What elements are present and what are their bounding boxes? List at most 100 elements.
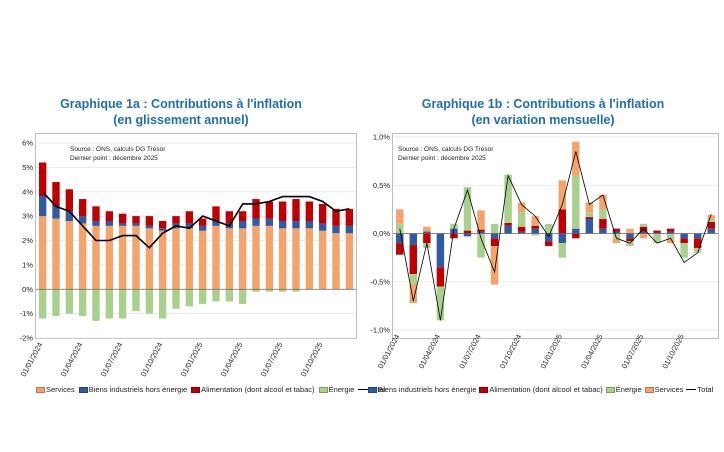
chart-1a-bar-s1: [252, 218, 260, 226]
chart-1b-bar-s2: [626, 241, 634, 247]
chart-1b-ytick-label: -0,5%: [370, 277, 390, 286]
chart-1b-svg: -1,0% -0,5% 0,0% 0,5% 1,0% 01/01/2024 01/04/20…: [370, 133, 718, 370]
chart-1a-bar-s0: [292, 228, 300, 290]
chart-1a-ytick-label: 3%: [22, 212, 33, 221]
chart-1a-ytick-label: -1%: [20, 309, 34, 318]
chart-1b-bar-s1: [585, 217, 594, 220]
chart-1b-source: Source : ONS, calculs DG Trésor Dernier …: [398, 145, 493, 163]
chart-1a-bar-s2: [172, 216, 180, 224]
chart-1b-bar-s0: [680, 233, 688, 239]
chart-1a-bar-s0: [332, 233, 340, 290]
chart-1a-bar-s1: [305, 221, 313, 229]
chart-1a-bar-s0: [345, 233, 353, 290]
chart-1b-bar-s1: [450, 233, 458, 239]
chart-1b-last-point: Dernier point : décembre 2025: [398, 155, 486, 162]
chart-1a-bar-s0: [52, 218, 60, 290]
chart-1b-bar-s3: [639, 233, 648, 239]
chart-1b-bar-s3: [490, 246, 499, 285]
chart-1b-bar-s3: [517, 202, 526, 213]
chart-1b-bar-s0: [545, 233, 553, 242]
chart-1a-bar-s1: [345, 225, 353, 234]
chart-1b-bar-s1: [436, 267, 445, 287]
chart-1a-bar-s3: [225, 289, 233, 302]
chart-1b-bar-s1: [707, 221, 715, 229]
chart-1b-bar-s1: [396, 243, 404, 255]
chart-1a-bar-s3: [252, 289, 260, 292]
chart-1b-xtick-label: 01/10/2024: [498, 333, 524, 370]
chart-1a-bar-s1: [119, 223, 127, 226]
chart-1b-bar-s0: [626, 233, 634, 239]
chart-1a-bar-s1: [79, 216, 87, 224]
chart-1b-legend: Biens industriels hors énergie Alimentat…: [368, 385, 713, 394]
legend-1b-energie: Énergie: [605, 385, 642, 394]
chart-1a-bar-s2: [185, 211, 193, 224]
chart-1b-bar-s2: [409, 274, 418, 284]
chart-1b-bar-s0: [558, 233, 566, 244]
legend-1a-total: Total: [358, 385, 385, 394]
chart-1b-bar-s2: [666, 233, 675, 239]
legend-1a-energie-label: Énergie: [328, 385, 355, 394]
chart-1a-bar-s3: [39, 289, 47, 319]
chart-1b-bar-s2: [707, 219, 715, 222]
chart-1a-bar-s2: [52, 182, 60, 207]
chart-1a-bar-s3: [65, 289, 73, 314]
chart-1a-bar-s0: [305, 228, 313, 290]
chart-1a-bar-s0: [92, 225, 100, 290]
chart-1b-bar-s1: [490, 238, 499, 247]
chart-1b-ytick-label: 0,5%: [373, 181, 390, 190]
chart-1b-bar-s3: [626, 228, 634, 234]
chart-1b-bar-s0: [436, 233, 445, 268]
chart-1b-bar-s0: [477, 231, 485, 234]
chart-1b-bar-s1: [423, 233, 431, 244]
legend-1a-services: Services: [36, 385, 75, 394]
chart-1a-bar-s2: [92, 206, 100, 221]
chart-1b-bar-s2: [653, 233, 661, 244]
legend-1a-alimentation-swatch: [191, 386, 201, 393]
chart-1a-bar-s1: [185, 223, 193, 229]
legend-1b-alimentation: Alimentation (dont alcool et tabac): [479, 385, 603, 394]
chart-1b-bar-s2: [531, 233, 539, 236]
chart-1b-bar-s2: [450, 223, 458, 229]
chart-1b-bar-s2: [436, 286, 445, 321]
chart-1b-bar-s3: [707, 215, 715, 220]
chart-1a-bar-s0: [225, 228, 233, 290]
chart-1b-bar-s2: [545, 223, 553, 234]
chart-1a-total-line: [42, 191, 350, 249]
chart-1b-bar-s1: [612, 228, 621, 232]
chart-1a-bar-s1: [199, 225, 207, 231]
legend-1a-biens-swatch: [78, 386, 88, 393]
chart-1a-bar-s1: [105, 221, 113, 226]
chart-1b-bar-s2: [504, 174, 512, 223]
chart-1a-bar-s0: [39, 216, 47, 290]
chart-1a-bar-s2: [305, 201, 313, 221]
chart-1b-bar-s0: [666, 231, 675, 234]
chart-1b-bar-s0: [653, 232, 661, 234]
chart-1b-bar-s0: [693, 233, 702, 239]
chart-1b-ytick-label: 1,0%: [373, 133, 390, 142]
legend-1b-biens-swatch: [368, 386, 377, 393]
chart-1a-bar-s0: [145, 228, 153, 290]
chart-1a-bar-s2: [79, 199, 87, 217]
chart-1a-bar-s2: [199, 218, 207, 226]
chart-1b-bar-s2: [599, 209, 607, 220]
chart-1a-bar-s0: [252, 225, 260, 290]
chart-1a-bar-s0: [239, 228, 247, 290]
chart-1a-bar-s3: [172, 289, 180, 309]
chart-1b-bar-s0: [572, 228, 580, 234]
chart-1a-bar-s1: [292, 221, 300, 229]
chart-1a-bar-s0: [185, 228, 193, 290]
chart-1a-ytick-label: -2%: [20, 334, 34, 343]
chart-1a-plot-area: [35, 133, 357, 339]
chart-1b-bar-s2: [423, 243, 431, 248]
legend-1b-energie-label: Énergie: [615, 385, 642, 394]
chart-1a-source-line: Source : ONS, calculs DG Trésor: [70, 146, 166, 153]
legend-1a-energie: Énergie: [318, 385, 355, 394]
chart-1a-bar-s3: [105, 289, 113, 319]
chart-1b-bar-s3: [585, 202, 594, 213]
chart-1a-bar-s3: [239, 289, 247, 304]
chart-1a-bar-s1: [332, 225, 340, 234]
chart-panel-1b: Graphique 1b : Contributions à l'inflati…: [362, 0, 724, 452]
chart-1a-bar-s2: [159, 221, 167, 229]
legend-1b-services: Services: [644, 385, 683, 394]
chart-1b-bar-s2: [396, 223, 404, 234]
